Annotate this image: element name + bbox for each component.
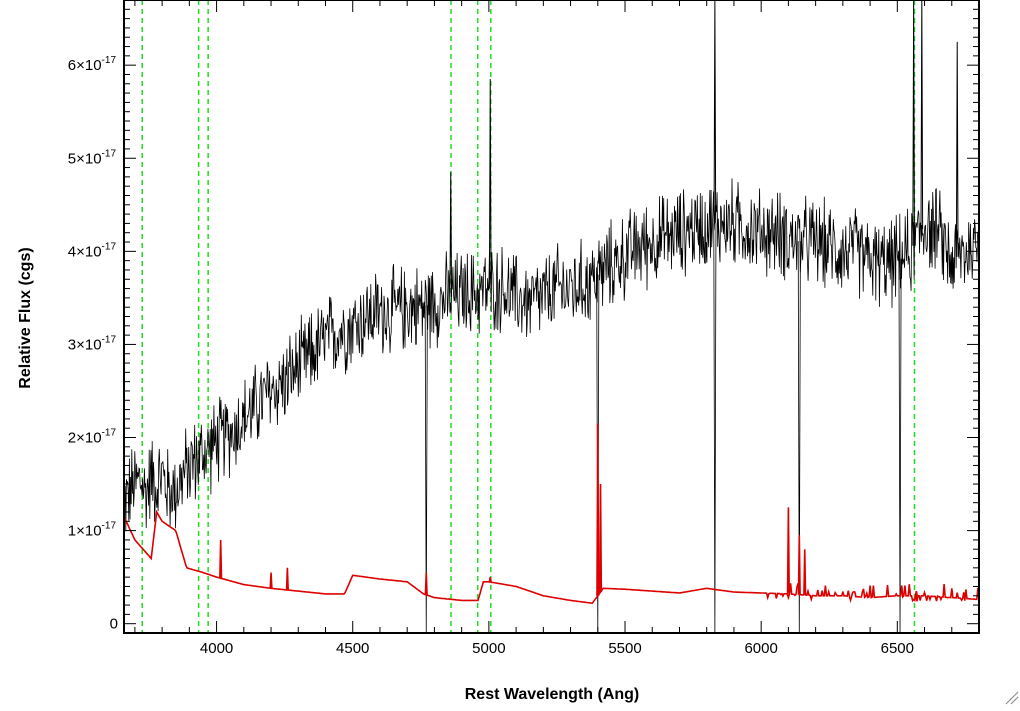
y-axis-label: Relative Flux (cgs): [17, 247, 34, 388]
emission-spike-3: [912, 0, 915, 246]
y-tick-label: 3×10-17: [68, 334, 117, 353]
axes-layer: 4000 4500 5000 5500 6000 6500 0 1×10-17 2×10-17 3…: [68, 0, 980, 657]
series-layer: [123, 0, 980, 634]
x-tick-label: 6000: [744, 640, 777, 657]
error-spike-1: [269, 572, 273, 589]
error-spike-5: [596, 423, 600, 596]
emission-spike-2: [713, 0, 717, 224]
x-tick-label: 4500: [336, 640, 369, 657]
error-spike-0: [219, 539, 223, 579]
observed-spectrum-line: [123, 178, 980, 532]
emission-spike-1: [488, 79, 492, 289]
error-spike-9: [803, 549, 807, 596]
y-tick-label: 4×10-17: [68, 241, 117, 260]
x-tick-label: 5500: [608, 640, 641, 657]
y-tick-label: 0: [110, 616, 118, 633]
x-tick-label: 6500: [881, 640, 914, 657]
x-tick-label: 4000: [200, 640, 233, 657]
y-tick-label: 5×10-17: [68, 148, 117, 167]
y-tick-label: 1×10-17: [68, 521, 117, 540]
x-tick-label: 5000: [472, 640, 505, 657]
error-spike-6: [598, 484, 603, 593]
error-spike-8: [797, 535, 801, 595]
error-spectrum-line: [123, 509, 980, 605]
resize-grip-icon[interactable]: [1005, 691, 1019, 705]
error-spike-2: [285, 567, 289, 591]
y-tick-label: 6×10-17: [68, 55, 117, 74]
error-spike-7: [786, 507, 791, 594]
emission-spike-5: [955, 41, 959, 257]
error-spike-10: [914, 590, 918, 596]
x-axis-label: Rest Wavelength (Ang): [465, 686, 640, 703]
emission-spike-4: [920, 0, 924, 229]
error-spike-4: [488, 577, 492, 583]
y-tick-label: 2×10-17: [68, 428, 117, 447]
emission-spike-0: [449, 172, 453, 297]
error-spike-3: [424, 572, 428, 595]
